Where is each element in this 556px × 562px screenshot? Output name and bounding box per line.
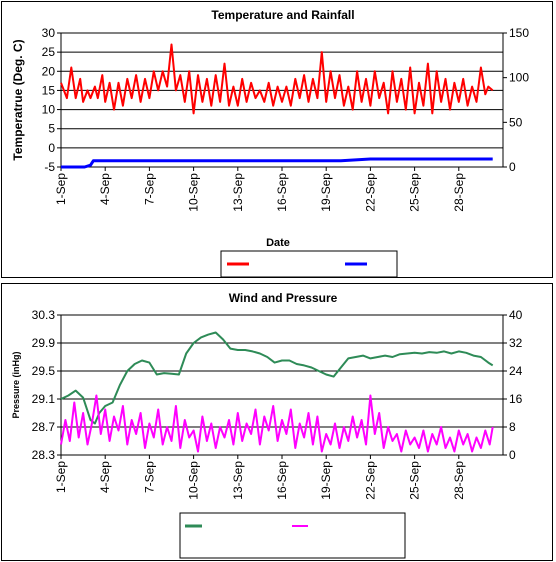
x-tick-label: 13-Sep xyxy=(231,461,245,500)
chart-title: Wind and Pressure xyxy=(229,291,338,305)
x-tick-label: 16-Sep xyxy=(275,173,289,212)
y-tick-label: 28.3 xyxy=(32,448,56,462)
y-tick-label: 10 xyxy=(42,103,56,117)
y2-tick-label: 0 xyxy=(509,160,516,174)
y2-tick-label: 24 xyxy=(509,364,523,378)
x-tick-label: 25-Sep xyxy=(408,461,422,500)
y-tick-label: 30 xyxy=(42,26,56,40)
y2-tick-label: 40 xyxy=(509,308,523,322)
x-tick-label: 1-Sep xyxy=(54,173,68,205)
series-line-1 xyxy=(60,331,494,425)
y2-tick-label: 16 xyxy=(509,392,523,406)
series-line-1 xyxy=(60,43,494,115)
y2-tick-label: 0 xyxy=(509,448,516,462)
y-tick-label: -5 xyxy=(44,160,55,174)
y-tick-label: 29.5 xyxy=(32,364,56,378)
x-tick-label: 28-Sep xyxy=(452,173,466,212)
x-tick-label: 22-Sep xyxy=(363,173,377,212)
x-tick-label: 13-Sep xyxy=(231,173,245,212)
y2-tick-label: 32 xyxy=(509,336,523,350)
y2-tick-label: 150 xyxy=(509,26,529,40)
y-tick-label: 29.1 xyxy=(32,392,56,406)
y2-tick-label: 50 xyxy=(509,115,523,129)
x-tick-label: 10-Sep xyxy=(187,173,201,212)
y-axis-label: Pressure (inHg) xyxy=(11,351,21,418)
x-tick-label: 28-Sep xyxy=(452,461,466,500)
x-tick-label: 16-Sep xyxy=(275,461,289,500)
y-tick-label: 29.9 xyxy=(32,336,56,350)
y-tick-label: 0 xyxy=(48,141,55,155)
x-tick-label: 7-Sep xyxy=(142,461,156,493)
chart-1: Temperature and Rainfall -5 0 5 10 15 20 25 30 0 5… xyxy=(11,8,529,271)
x-tick-label: 10-Sep xyxy=(187,461,201,500)
legend xyxy=(220,250,398,278)
x-tick-label: 4-Sep xyxy=(98,173,112,205)
x-tick-label: 25-Sep xyxy=(408,173,422,212)
temperature-rainfall-panel xyxy=(1,1,553,278)
plot-area xyxy=(60,314,504,456)
y-tick-label: 15 xyxy=(42,83,56,97)
chart-title: Temperature and Rainfall xyxy=(211,8,354,22)
y-tick-label: 20 xyxy=(42,64,56,78)
y-tick-label: 25 xyxy=(42,45,56,59)
x-tick-label: 22-Sep xyxy=(363,461,377,500)
x-tick-label: 19-Sep xyxy=(319,461,333,500)
y-axis-label: Temperatrue (Deg. C) xyxy=(11,39,25,160)
series-line-2 xyxy=(61,157,493,169)
y2-tick-label: 100 xyxy=(509,71,529,85)
y-tick-label: 5 xyxy=(48,122,55,136)
x-axis-label: Date xyxy=(266,237,290,249)
x-tick-label: 4-Sep xyxy=(98,461,112,493)
x-tick-label: 19-Sep xyxy=(319,173,333,212)
y-tick-label: 30.3 xyxy=(32,308,56,322)
series-line-2 xyxy=(60,394,494,453)
y-tick-label: 28.7 xyxy=(32,420,56,434)
legend xyxy=(179,512,406,559)
chart-2: Wind and Pressure 28.3 28.7 29.1 29.5 29.9 30.… xyxy=(11,291,523,548)
x-tick-label: 7-Sep xyxy=(142,173,156,205)
x-tick-label: 1-Sep xyxy=(54,461,68,493)
y2-tick-label: 8 xyxy=(509,420,516,434)
